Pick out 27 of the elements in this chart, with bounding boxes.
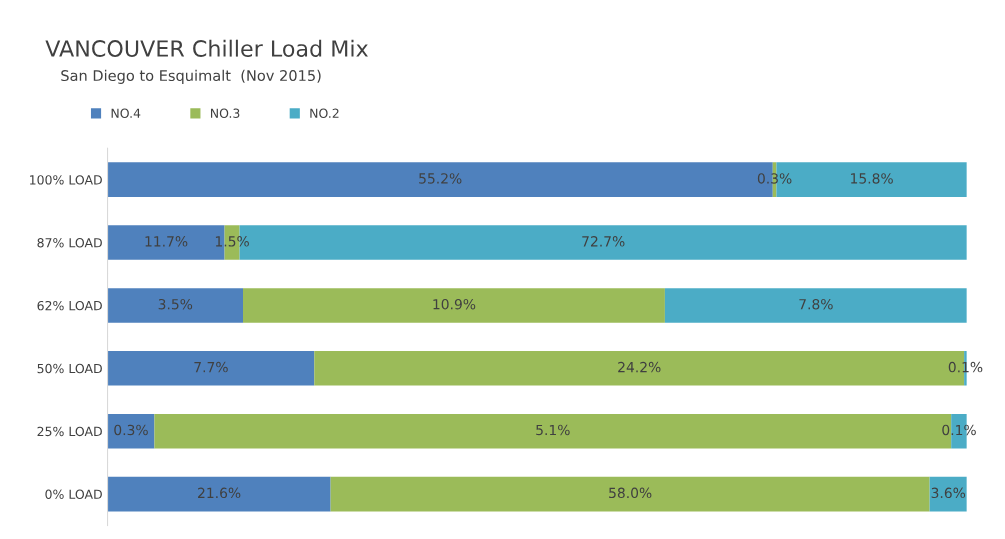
y-tick-label: 25% LOAD — [37, 426, 102, 437]
data-label: 21.6% — [198, 487, 241, 499]
chart-title: VANCOUVER Chiller Load Mix — [45, 39, 368, 57]
data-label: 7.8% — [799, 298, 833, 310]
legend-label: NO.4 — [111, 108, 141, 118]
data-label: 10.9% — [433, 298, 476, 310]
data-label: 0.3% — [114, 424, 148, 436]
data-label: 24.2% — [618, 361, 661, 373]
data-label: 11.7% — [145, 236, 188, 247]
y-tick-label: 50% LOAD — [37, 363, 102, 374]
legend-label: NO.2 — [310, 108, 339, 118]
data-label: 0.1% — [942, 424, 976, 436]
data-label: 3.5% — [158, 298, 193, 310]
data-label: 72.7% — [582, 236, 625, 247]
data-label: 58.0% — [609, 487, 652, 499]
y-tick-label: 100% LOAD — [30, 175, 102, 185]
data-label: 15.8% — [851, 173, 893, 184]
data-label: 7.7% — [194, 361, 228, 373]
y-tick-label: 0% LOAD — [45, 489, 102, 500]
legend-label: NO.3 — [210, 108, 240, 118]
data-label: 5.1% — [536, 424, 570, 436]
data-label: 55.2% — [419, 173, 462, 184]
y-tick-label: 87% LOAD — [37, 238, 102, 248]
data-label: 3.6% — [931, 487, 966, 499]
data-label: 0.1% — [948, 361, 983, 373]
chart-subtitle: San Diego to Esquimalt (Nov 2015) — [61, 69, 321, 84]
y-tick-label: 62% LOAD — [37, 300, 102, 311]
